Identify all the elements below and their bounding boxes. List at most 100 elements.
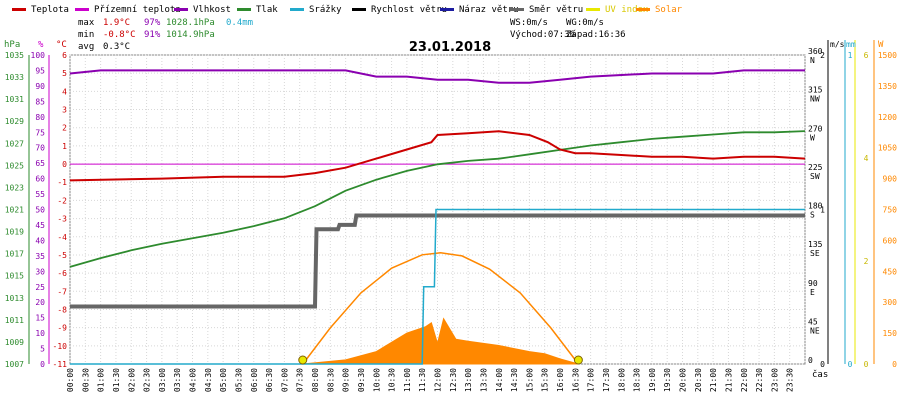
- wind-speed-readout: WS:0m/s: [510, 18, 548, 28]
- max-press: 1028.1hPa: [166, 18, 215, 28]
- pressure-tick-2: 1031: [5, 95, 24, 104]
- x-tick-8: 04:00: [189, 368, 198, 392]
- legend-label-2: Vlhkost: [193, 5, 231, 15]
- x-tick-39: 19:30: [663, 368, 672, 392]
- avg-label: avg: [78, 42, 94, 52]
- wind-dir-label-6: E: [810, 288, 815, 297]
- series-temperature: [69, 130, 806, 182]
- x-tick-7: 03:30: [173, 368, 182, 392]
- legend-label-3: Tlak: [256, 5, 278, 15]
- x-tick-22: 11:00: [403, 368, 412, 392]
- x-tick-35: 17:30: [602, 368, 611, 392]
- humidity-tick-19: 5: [40, 345, 45, 354]
- series-wind-direction: [70, 213, 805, 309]
- sunset-time: Západ:16:36: [566, 30, 626, 40]
- x-tick-30: 15:00: [525, 368, 534, 392]
- x-tick-1: 00:30: [81, 368, 90, 392]
- solar-tick-2: 1200: [878, 113, 897, 122]
- wind-dir-tick-7: 45: [808, 317, 818, 326]
- x-tick-18: 09:00: [342, 368, 351, 392]
- wind-dir-tick-1: 315: [808, 86, 823, 95]
- max-label: max: [78, 18, 95, 28]
- pressure-tick-5: 1025: [5, 161, 24, 170]
- temperature-tick-10: -4: [57, 233, 67, 242]
- x-tick-3: 01:30: [112, 368, 121, 392]
- x-tick-33: 16:30: [571, 368, 580, 392]
- wind-dir-label-1: NW: [810, 95, 820, 104]
- legend-swatch-3: [237, 8, 251, 11]
- humidity-tick-2: 90: [35, 82, 45, 91]
- temperature-tick-15: -9: [57, 324, 67, 333]
- legend-label-9: Solar: [655, 5, 683, 15]
- wind-speed-tick-2: 0: [820, 360, 825, 369]
- temperature-tick-4: 2: [62, 124, 67, 133]
- legend-label-5: Rychlost větru: [371, 5, 447, 15]
- pressure-unit: hPa: [4, 40, 20, 50]
- legend-swatch-7: [510, 8, 524, 11]
- wind-dir-label-0: N: [810, 56, 815, 65]
- solar-tick-1: 1350: [878, 82, 897, 91]
- solar-tick-5: 750: [883, 206, 898, 215]
- humidity-tick-6: 70: [35, 144, 45, 153]
- legend-swatch-8: [586, 8, 600, 11]
- humidity-tick-17: 15: [35, 314, 45, 323]
- x-tick-15: 07:30: [296, 368, 305, 392]
- legend-swatch-0: [12, 8, 26, 11]
- wind-dir-tick-8: 0: [808, 356, 813, 365]
- x-tick-23: 11:30: [418, 368, 427, 392]
- temperature-unit: °C: [56, 40, 67, 50]
- legend-swatch-2: [174, 8, 188, 11]
- legend-label-4: Srážky: [309, 5, 342, 15]
- marker-sunrise: [298, 355, 308, 365]
- rain-tick-1: 0: [848, 360, 853, 369]
- temperature-tick-14: -8: [57, 305, 67, 314]
- x-tick-27: 13:30: [479, 368, 488, 392]
- temperature-tick-6: 0: [62, 160, 67, 169]
- series-solar-area: [302, 317, 579, 365]
- temperature-tick-2: 4: [62, 87, 67, 96]
- x-tick-11: 05:30: [234, 368, 243, 392]
- pressure-tick-0: 1035: [5, 51, 24, 60]
- pressure-tick-7: 1021: [5, 206, 24, 215]
- wind-dir-label-4: S: [810, 211, 815, 220]
- temperature-tick-13: -7: [57, 287, 67, 296]
- pressure-tick-10: 1015: [5, 272, 24, 281]
- wind-gust-readout: WG:0m/s: [566, 18, 604, 28]
- legend-label-6: Náraz větru: [459, 5, 519, 15]
- humidity-tick-3: 85: [35, 97, 45, 106]
- legend-label-7: Směr větru: [529, 5, 583, 15]
- x-tick-34: 17:00: [587, 368, 596, 392]
- uv-tick-2: 2: [864, 257, 869, 266]
- wind-dir-label-7: NE: [810, 326, 820, 335]
- x-tick-41: 20:30: [694, 368, 703, 392]
- min-temp: -0.8°C: [103, 30, 136, 40]
- humidity-tick-9: 55: [35, 190, 45, 199]
- x-tick-24: 12:00: [434, 368, 443, 392]
- solar-tick-7: 450: [883, 267, 898, 276]
- humidity-tick-12: 40: [35, 236, 45, 245]
- pressure-tick-4: 1027: [5, 139, 24, 148]
- solar-tick-9: 150: [883, 329, 898, 338]
- wind-dir-tick-6: 90: [808, 279, 818, 288]
- humidity-tick-4: 80: [35, 113, 45, 122]
- pressure-tick-14: 1007: [5, 360, 24, 369]
- temperature-tick-1: 5: [62, 69, 67, 78]
- x-tick-5: 02:30: [143, 368, 152, 392]
- legend: Teplota Přízemní teplota Vlhkost Tlak Srážky…: [12, 5, 683, 15]
- min-hum: 91%: [144, 30, 161, 40]
- x-tick-13: 06:30: [265, 368, 274, 392]
- solar-tick-4: 900: [883, 175, 898, 184]
- x-tick-37: 18:30: [633, 368, 642, 392]
- temperature-tick-3: 3: [62, 106, 67, 115]
- legend-label-1: Přízemní teplota: [94, 5, 181, 15]
- x-tick-40: 20:00: [679, 368, 688, 392]
- humidity-unit: %: [38, 40, 44, 50]
- stats-panel: max 1.9°C 97% 1028.1hPa 0.4mm min -0.8°C…: [78, 18, 626, 52]
- pressure-tick-3: 1029: [5, 117, 24, 126]
- humidity-tick-15: 25: [35, 283, 45, 292]
- chart-date: 23.01.2018: [409, 40, 491, 55]
- humidity-tick-0: 100: [31, 51, 46, 60]
- x-tick-20: 10:00: [372, 368, 381, 392]
- x-tick-42: 21:00: [709, 368, 718, 392]
